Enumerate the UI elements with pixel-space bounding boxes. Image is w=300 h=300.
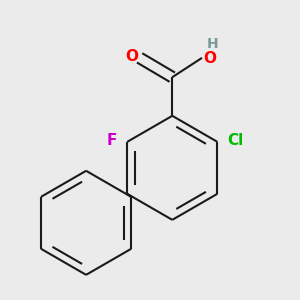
Text: O: O (125, 49, 138, 64)
Text: F: F (106, 133, 117, 148)
Text: O: O (203, 51, 216, 66)
Text: H: H (207, 38, 218, 52)
Text: Cl: Cl (228, 133, 244, 148)
